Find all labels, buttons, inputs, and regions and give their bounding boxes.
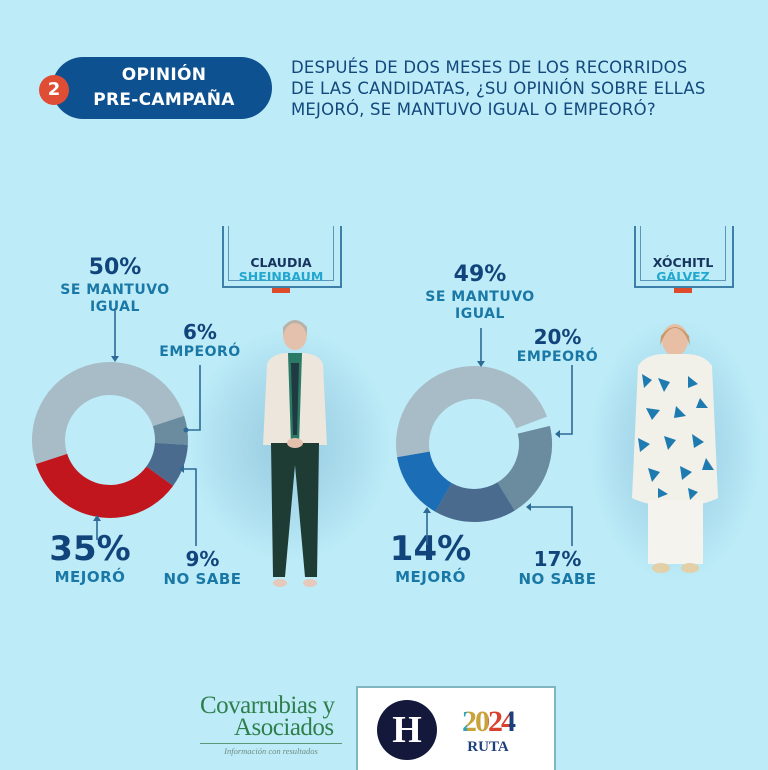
survey-question: DESPUÉS DE DOS MESES DE LOS RECORRIDOS D… (291, 57, 761, 120)
label-empeoro: 20% EMPEORÓ (505, 325, 610, 365)
question-line: MEJORÓ, SE MANTUVO IGUAL O EMPEORÓ? (291, 100, 656, 119)
candidate-first-name: CLAUDIA (250, 255, 312, 270)
pollster-logo-line1: Covarrubias y (200, 692, 335, 719)
heraldo-logo: H (377, 700, 437, 760)
pct-no-sabe: 17% (533, 547, 582, 571)
candidate-name: XÓCHITL GÁLVEZ (640, 256, 726, 284)
pollster-logo-line2: Asociados (234, 714, 334, 741)
slice-no-sabe (396, 366, 552, 522)
label-no-sabe: 9% NO SABE (155, 548, 250, 588)
label-mejoro: 14% MEJORÓ (378, 530, 483, 586)
section-title-line1: OPINIÓN (121, 65, 207, 85)
question-line: DE LAS CANDIDATAS, ¿SU OPINIÓN SOBRE ELL… (291, 79, 706, 98)
pct-se-mantuvo: 50% (88, 255, 142, 280)
pct-empeoro: 6% (183, 320, 217, 344)
label-text: SE MANTUVO (60, 282, 170, 298)
candidate-photo-sheinbaum (263, 320, 327, 587)
section-title: OPINIÓN PRE-CAMPAÑA (70, 63, 258, 113)
candidate-name-frame-inner (640, 226, 726, 281)
slice-mejoro (31, 362, 188, 518)
question-line: DESPUÉS DE DOS MESES DE LOS RECORRIDOS (291, 58, 688, 77)
media-logo-box (356, 686, 556, 770)
label-se-mantuvo: 50% SE MANTUVO IGUAL (40, 255, 190, 315)
section-badge (52, 57, 272, 119)
donut-chart-galvez (396, 328, 573, 546)
label-text: MEJORÓ (395, 568, 466, 586)
candidate-first-name: XÓCHITL (652, 255, 714, 270)
candidate-name-frame (222, 226, 342, 288)
label-text: NO SABE (163, 570, 242, 588)
section-title-line2: PRE-CAMPAÑA (93, 90, 235, 110)
ruta-label: RUTA (467, 739, 509, 755)
label-text: MEJORÓ (54, 568, 126, 586)
label-empeoro: 6% EMPEORÓ (150, 320, 250, 360)
candidate-name-frame-inner (228, 226, 334, 281)
label-text: SE MANTUVO (425, 289, 535, 305)
candidate-photo-galvez (632, 324, 718, 573)
candidate-name-frame (634, 226, 734, 288)
heraldo-logo-letter: H (392, 709, 422, 751)
label-no-sabe: 17% NO SABE (510, 548, 605, 588)
pollster-tagline: Información con resultados (224, 746, 318, 756)
label-text: NO SABE (518, 570, 597, 588)
candidate-last-name: GÁLVEZ (656, 269, 710, 284)
step-number-badge: 2 (39, 75, 69, 105)
ruta-2024-logo: 2024 RUTA (446, 707, 530, 757)
pct-mejoro: 14% (389, 529, 472, 569)
label-se-mantuvo: 49% SE MANTUVO IGUAL (405, 262, 555, 322)
name-accent-bar (674, 288, 692, 293)
name-accent-bar (272, 288, 290, 293)
donut-chart-sheinbaum (31, 308, 201, 546)
pollster-divider (200, 743, 342, 744)
pct-se-mantuvo: 49% (453, 262, 507, 287)
ruta-year: 2024 (446, 707, 530, 737)
candidate-last-name: SHEINBAUM (238, 269, 324, 284)
pollster-logo: Covarrubias y Asociados Información con … (200, 692, 350, 756)
label-text: EMPEORÓ (159, 344, 241, 360)
label-text: EMPEORÓ (516, 349, 599, 365)
label-text: IGUAL (90, 299, 140, 315)
label-text: IGUAL (455, 306, 505, 322)
candidate-name: CLAUDIA SHEINBAUM (228, 256, 334, 284)
pct-mejoro: 35% (49, 529, 131, 569)
pct-no-sabe: 9% (185, 547, 220, 571)
label-mejoro: 35% MEJORÓ (30, 530, 150, 586)
pct-empeoro: 20% (533, 325, 582, 349)
